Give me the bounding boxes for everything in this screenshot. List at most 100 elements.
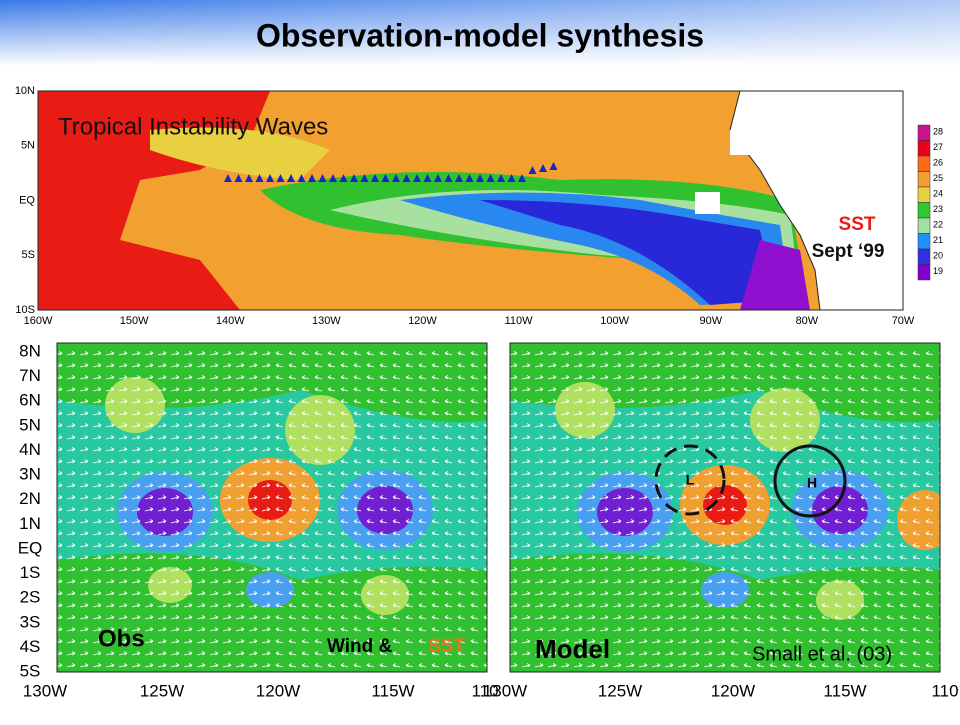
buoy-marker (528, 166, 537, 174)
obs-panel (57, 343, 487, 672)
lat-label: EQ (19, 194, 35, 206)
colorbar-swatch (917, 155, 931, 172)
colorbar-label: 22 (933, 219, 943, 229)
colorbar-swatch (917, 124, 931, 141)
lon-label: 130W (483, 681, 527, 700)
lon-label: 120W (256, 681, 300, 700)
lat-label: EQ (18, 538, 43, 557)
buoy-marker (360, 174, 369, 182)
lon-label: 80W (796, 315, 819, 327)
buoy-marker (486, 174, 495, 182)
colorbar-label: 28 (933, 126, 943, 136)
panel-frame (56, 342, 488, 673)
buoy-marker (297, 174, 306, 182)
lon-label: 115W (823, 681, 866, 700)
buoy-marker (402, 174, 411, 182)
buoy-marker (276, 174, 285, 182)
lon-label: 130W (312, 315, 341, 327)
colorbar-swatch (917, 140, 931, 157)
lat-label: 5N (21, 140, 35, 152)
lat-label: 10N (15, 85, 35, 97)
buoy-marker (245, 174, 253, 182)
buoy-marker (497, 174, 505, 182)
high-label: H (807, 475, 817, 491)
colorbar-swatch (917, 202, 931, 219)
lon-label: 110 (931, 681, 958, 700)
buoy-marker (381, 174, 390, 182)
lon-label: 125W (598, 681, 642, 700)
buoy-marker (507, 174, 516, 182)
buoy-marker (423, 174, 432, 182)
obs-label: Obs (98, 625, 145, 652)
lon-label: 110 (471, 681, 498, 700)
colorbar: 28 27 26 25 24 23 22 21 20 19 (917, 124, 943, 281)
colorbar-label: 25 (933, 173, 943, 183)
colorbar-label: 20 (933, 250, 943, 260)
map-frame (37, 90, 904, 311)
lat-label: 5N (19, 415, 41, 434)
lon-label: 150W (120, 315, 149, 327)
buoy-marker (308, 174, 316, 182)
header-shade (0, 0, 960, 66)
high-circle (773, 444, 847, 518)
lon-label: 115W (371, 681, 414, 700)
lon-label: 120W (408, 315, 437, 327)
buoy-marker (339, 174, 348, 182)
map-annotation: Tropical Instability Waves (58, 113, 328, 140)
lon-label: 160W (24, 315, 53, 327)
lat-label: 3S (20, 612, 41, 631)
buoy-marker (318, 174, 327, 182)
buoy-marker (455, 174, 463, 182)
colorbar-swatch (917, 217, 931, 234)
buoy-marker (371, 174, 379, 182)
lat-label: 4N (19, 440, 41, 459)
buoy-marker (350, 174, 358, 182)
colorbar-label: 19 (933, 266, 943, 276)
lon-label: 120W (711, 681, 755, 700)
buoy-marker (266, 174, 274, 182)
buoy-marker (518, 174, 526, 182)
panel-frame (509, 342, 941, 673)
colorbar-label: 26 (933, 157, 943, 167)
buoy-marker (234, 174, 243, 182)
lat-label: 4S (20, 637, 41, 656)
lat-label: 7N (19, 366, 41, 385)
lon-label: 90W (699, 315, 722, 327)
lon-label: 140W (216, 315, 245, 327)
model-panel (510, 343, 940, 672)
colorbar-label: 27 (933, 142, 943, 152)
colorbar-label: 24 (933, 188, 943, 198)
lon-label: 100W (600, 315, 629, 327)
buoy-marker (392, 174, 400, 182)
lon-label: 130W (23, 681, 67, 700)
colorbar-label: 21 (933, 235, 943, 245)
buoy-marker (476, 174, 484, 182)
lat-label: 3N (19, 465, 41, 484)
colorbar-swatch (917, 264, 931, 281)
lat-label: 2S (20, 588, 41, 607)
lat-label: 2N (19, 489, 41, 508)
low-label: L (686, 472, 695, 488)
citation: Small et al. (03) (752, 643, 892, 665)
sst-map (38, 91, 903, 310)
buoy-marker (255, 174, 264, 182)
lat-label: 5S (22, 249, 35, 261)
legend-wind: Wind & (327, 636, 393, 657)
legend-sst: SST (428, 636, 465, 657)
date-label: Sept ‘99 (812, 241, 885, 262)
buoy-marker (434, 174, 442, 182)
colorbar-swatch (917, 171, 931, 188)
lat-label: 6N (19, 391, 41, 410)
sst-label: SST (839, 214, 876, 235)
buoy-marker (287, 174, 295, 182)
lat-label: 5S (20, 661, 41, 680)
buoy-marker (413, 174, 421, 182)
buoy-marker (465, 174, 474, 182)
colorbar-label: 23 (933, 204, 943, 214)
buoy-markers (224, 162, 558, 182)
lat-label: 1S (20, 563, 41, 582)
model-label: Model (535, 634, 610, 664)
